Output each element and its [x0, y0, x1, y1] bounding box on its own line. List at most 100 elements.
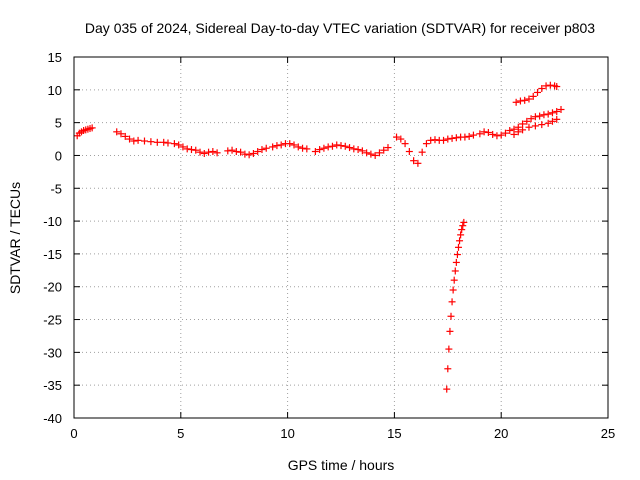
- data-points: [73, 81, 565, 393]
- data-point: [544, 110, 552, 118]
- y-tick-label: 15: [48, 50, 62, 65]
- data-point: [540, 111, 548, 119]
- data-point: [113, 128, 121, 136]
- data-point: [454, 243, 462, 251]
- data-point: [324, 143, 332, 151]
- data-point: [164, 139, 172, 147]
- data-point: [506, 127, 514, 135]
- data-point: [160, 138, 168, 146]
- y-tick-label: -35: [43, 378, 62, 393]
- data-point: [448, 134, 456, 142]
- data-point: [445, 345, 453, 353]
- data-point: [277, 141, 285, 149]
- data-point: [484, 128, 492, 136]
- data-point: [514, 128, 522, 136]
- data-point: [88, 124, 96, 132]
- data-point: [187, 146, 195, 154]
- data-point: [422, 140, 430, 148]
- data-point: [444, 365, 452, 373]
- data-point: [476, 130, 484, 138]
- data-point: [126, 135, 134, 143]
- data-point: [346, 144, 354, 152]
- data-point: [371, 151, 379, 159]
- data-point: [525, 123, 533, 131]
- data-point: [337, 142, 345, 150]
- data-point: [121, 132, 129, 140]
- x-axis-label: GPS time / hours: [288, 457, 395, 473]
- data-point: [489, 130, 497, 138]
- x-tick-label: 10: [280, 426, 294, 441]
- data-point: [175, 141, 183, 149]
- data-point: [200, 149, 208, 157]
- data-point: [510, 130, 518, 138]
- data-point: [367, 150, 375, 158]
- data-point: [269, 143, 277, 151]
- plot-frame: [73, 56, 609, 419]
- data-point: [469, 131, 477, 139]
- data-point: [241, 150, 249, 158]
- data-point: [286, 140, 294, 148]
- data-point: [183, 145, 191, 153]
- data-point: [448, 298, 456, 306]
- data-point: [451, 267, 459, 275]
- data-point: [501, 129, 509, 137]
- data-point: [117, 130, 125, 138]
- data-point: [134, 136, 142, 144]
- data-point: [546, 81, 554, 89]
- data-point: [328, 142, 336, 150]
- data-point: [205, 148, 213, 156]
- axis-ticks: 0 5 10 15 20 25 15 10 5 0 -5 -10 -15 -20 -25 -30 -35 -40: [43, 50, 615, 441]
- data-point: [523, 117, 531, 125]
- data-point: [542, 82, 550, 90]
- data-point: [459, 222, 467, 230]
- x-tick-label: 15: [387, 426, 401, 441]
- y-tick-label: -40: [43, 411, 62, 426]
- data-point: [456, 237, 464, 245]
- y-tick-label: -25: [43, 313, 62, 328]
- data-point: [384, 144, 392, 152]
- y-tick-label: 0: [55, 148, 62, 163]
- data-point: [130, 137, 138, 145]
- data-point: [410, 157, 418, 165]
- data-point: [375, 149, 383, 157]
- data-point: [453, 251, 461, 259]
- data-point: [516, 97, 524, 105]
- data-point: [446, 327, 454, 335]
- data-point: [497, 131, 505, 139]
- data-point: [525, 95, 533, 103]
- data-point: [521, 96, 529, 104]
- data-point: [228, 146, 236, 154]
- y-axis-label: SDTVAR / TECUs: [7, 182, 23, 294]
- data-point: [262, 144, 270, 152]
- data-point: [527, 115, 535, 123]
- data-point: [444, 135, 452, 143]
- data-point: [538, 121, 546, 129]
- data-point: [460, 218, 468, 226]
- data-point: [249, 149, 257, 157]
- data-point: [493, 132, 501, 140]
- data-point: [538, 85, 546, 93]
- data-point: [548, 109, 556, 117]
- data-point: [553, 83, 561, 91]
- data-point: [224, 147, 232, 155]
- data-point: [320, 144, 328, 152]
- data-point: [431, 136, 439, 144]
- data-point: [237, 148, 245, 156]
- grid-lines: [74, 57, 608, 418]
- data-point: [341, 142, 349, 150]
- data-point: [245, 151, 253, 159]
- data-point: [461, 133, 469, 141]
- data-point: [192, 146, 200, 154]
- data-point: [443, 385, 451, 393]
- data-point: [316, 146, 324, 154]
- data-point: [401, 140, 409, 148]
- data-point: [553, 115, 561, 123]
- data-point: [363, 149, 371, 157]
- data-point: [414, 159, 422, 167]
- data-point: [427, 136, 435, 144]
- data-point: [452, 134, 460, 142]
- data-point: [447, 312, 455, 320]
- x-tick-label: 20: [494, 426, 508, 441]
